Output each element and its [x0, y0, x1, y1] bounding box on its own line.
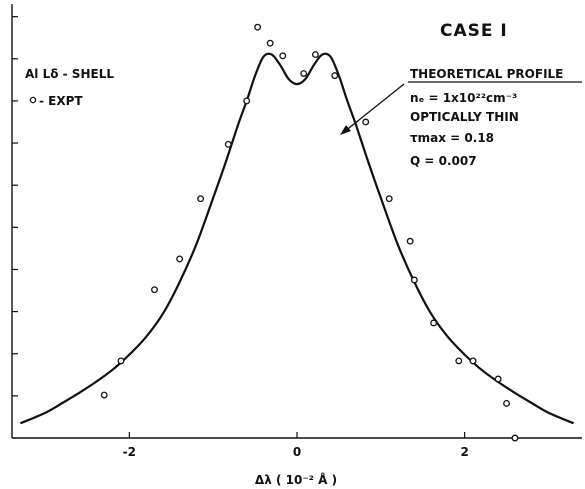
- annotation: THEORETICAL PROFILE nₑ = 1x10²²cm⁻³ OPTI…: [340, 67, 582, 168]
- expt-point: [117, 357, 125, 365]
- annotation-tau: τmax = 0.18: [410, 131, 494, 145]
- annotation-arrowhead: [340, 125, 351, 135]
- expt-point: [100, 391, 108, 399]
- x-tick-label: 2: [460, 445, 468, 459]
- expt-point: [430, 319, 438, 327]
- expt-point: [362, 118, 370, 126]
- x-tick-label: -2: [123, 445, 136, 459]
- expt-point: [151, 286, 158, 294]
- legend-marker-label: - EXPT: [39, 94, 83, 108]
- annotation-arrow: [343, 83, 405, 133]
- expt-point: [385, 195, 393, 203]
- y-tick-marks: [12, 16, 18, 397]
- legend-marker: [29, 96, 37, 104]
- expt-point: [331, 72, 339, 80]
- x-axis-label: Δλ ( 10⁻² Å ): [255, 472, 337, 487]
- expt-point: [176, 255, 184, 263]
- expt-point: [243, 97, 251, 105]
- expt-point: [410, 276, 418, 284]
- expt-point: [494, 375, 502, 383]
- annotation-density: nₑ = 1x10²²cm⁻³: [410, 91, 517, 105]
- theoretical-profile: [19, 52, 575, 425]
- expt-point: [279, 52, 287, 60]
- annotation-q: Q = 0.007: [410, 154, 477, 168]
- expt-point: [311, 51, 319, 59]
- profile-line: [19, 52, 575, 425]
- expt-point: [224, 140, 232, 148]
- expt-point: [266, 39, 274, 47]
- expt-point: [197, 195, 205, 203]
- chart-title: CASE I: [440, 21, 508, 41]
- expt-point: [511, 434, 519, 442]
- legend-line-label: Al Lδ - SHELL: [25, 67, 114, 81]
- expt-points: [100, 23, 519, 442]
- expt-point: [503, 399, 511, 407]
- legend: Al Lδ - SHELL - EXPT: [25, 67, 114, 108]
- expt-point: [254, 23, 262, 31]
- expt-point: [455, 357, 463, 365]
- expt-point: [406, 237, 414, 245]
- expt-point: [300, 70, 308, 77]
- x-ticks: -2 0 2: [123, 432, 469, 459]
- x-tick-label: 0: [293, 445, 301, 459]
- expt-point: [469, 357, 477, 365]
- annotation-heading: THEORETICAL PROFILE: [410, 67, 563, 81]
- annotation-opacity: OPTICALLY THIN: [410, 110, 519, 124]
